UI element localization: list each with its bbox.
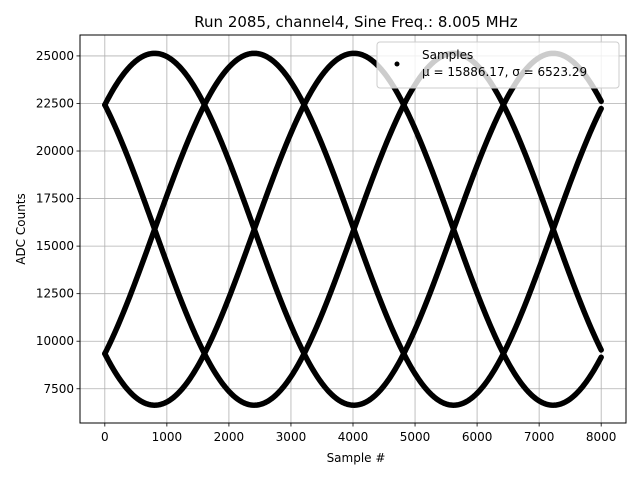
x-tick-label: 8000: [586, 430, 617, 444]
y-tick-label: 20000: [36, 144, 74, 158]
x-tick-label: 6000: [462, 430, 493, 444]
y-tick-label: 25000: [36, 49, 74, 63]
legend-stats: μ = 15886.17, σ = 6523.29: [422, 65, 587, 79]
y-tick-label: 15000: [36, 239, 74, 253]
y-tick-label: 22500: [36, 96, 74, 110]
y-tick-label: 12500: [36, 287, 74, 301]
y-axis-label: ADC Counts: [14, 193, 28, 265]
x-tick-label: 1000: [152, 430, 183, 444]
x-tick-label: 5000: [400, 430, 431, 444]
series-samples: [102, 50, 604, 408]
legend-entry: Samples: [422, 48, 473, 62]
y-axis-ticks: 7500 10000 12500 15000 17500 20000 22500 25000: [36, 49, 80, 396]
y-tick-label: 17500: [36, 192, 74, 206]
y-tick-label: 10000: [36, 334, 74, 348]
chart-title: Run 2085, channel4, Sine Freq.: 8.005 MH…: [194, 13, 518, 31]
x-tick-label: 2000: [214, 430, 245, 444]
x-axis-ticks: 0 1000 2000 3000 4000 5000 6000 7000 8000: [101, 423, 616, 444]
x-tick-label: 3000: [276, 430, 307, 444]
x-tick-label: 0: [101, 430, 109, 444]
sample-branch-4: [102, 50, 604, 408]
legend-box: [376, 41, 620, 89]
sample-branch-3: [102, 50, 604, 408]
legend-marker: [394, 61, 400, 67]
x-tick-label: 7000: [524, 430, 555, 444]
x-tick-label: 4000: [338, 430, 369, 444]
legend: Samples μ = 15886.17, σ = 6523.29: [376, 41, 620, 89]
y-tick-label: 7500: [43, 382, 74, 396]
x-axis-label: Sample #: [327, 451, 386, 465]
